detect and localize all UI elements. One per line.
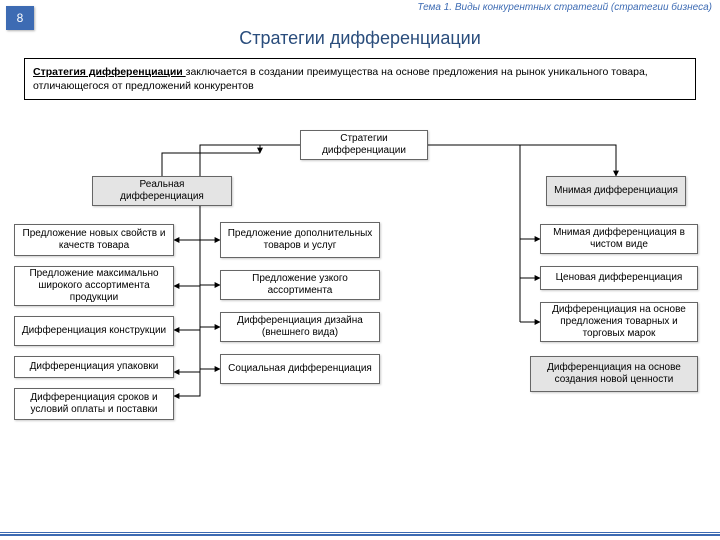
node-m3: Дифференциация дизайна (внешнего вида) bbox=[220, 312, 380, 342]
definition-box: Стратегия дифференциации заключается в с… bbox=[24, 58, 696, 100]
node-m2: Предложение узкого ассортимента bbox=[220, 270, 380, 300]
node-m1: Предложение дополнительных товаров и усл… bbox=[220, 222, 380, 258]
node-l3: Дифференциация конструкции bbox=[14, 316, 174, 346]
page-number-badge: 8 bbox=[6, 6, 34, 30]
footer-divider bbox=[0, 532, 720, 536]
node-real: Реальная дифференциация bbox=[92, 176, 232, 206]
node-l1: Предложение новых свойств и качеств това… bbox=[14, 224, 174, 256]
breadcrumb: Тема 1. Виды конкурентных стратегий (стр… bbox=[312, 2, 712, 13]
node-l5: Дифференциация сроков и условий оплаты и… bbox=[14, 388, 174, 420]
node-r2: Ценовая дифференциация bbox=[540, 266, 698, 290]
node-root: Стратегии дифференциации bbox=[300, 130, 428, 160]
node-l4: Дифференциация упаковки bbox=[14, 356, 174, 378]
node-fake: Мнимая дифференциация bbox=[546, 176, 686, 206]
definition-term: Стратегия дифференциации bbox=[33, 66, 186, 78]
node-r4: Дифференциация на основе создания новой … bbox=[530, 356, 698, 392]
node-m4: Социальная дифференциация bbox=[220, 354, 380, 384]
node-r3: Дифференциация на основе предложения тов… bbox=[540, 302, 698, 342]
node-r1: Мнимая дифференциация в чистом виде bbox=[540, 224, 698, 254]
page-title: Стратегии дифференциации bbox=[0, 28, 720, 49]
node-l2: Предложение максимально широкого ассорти… bbox=[14, 266, 174, 306]
